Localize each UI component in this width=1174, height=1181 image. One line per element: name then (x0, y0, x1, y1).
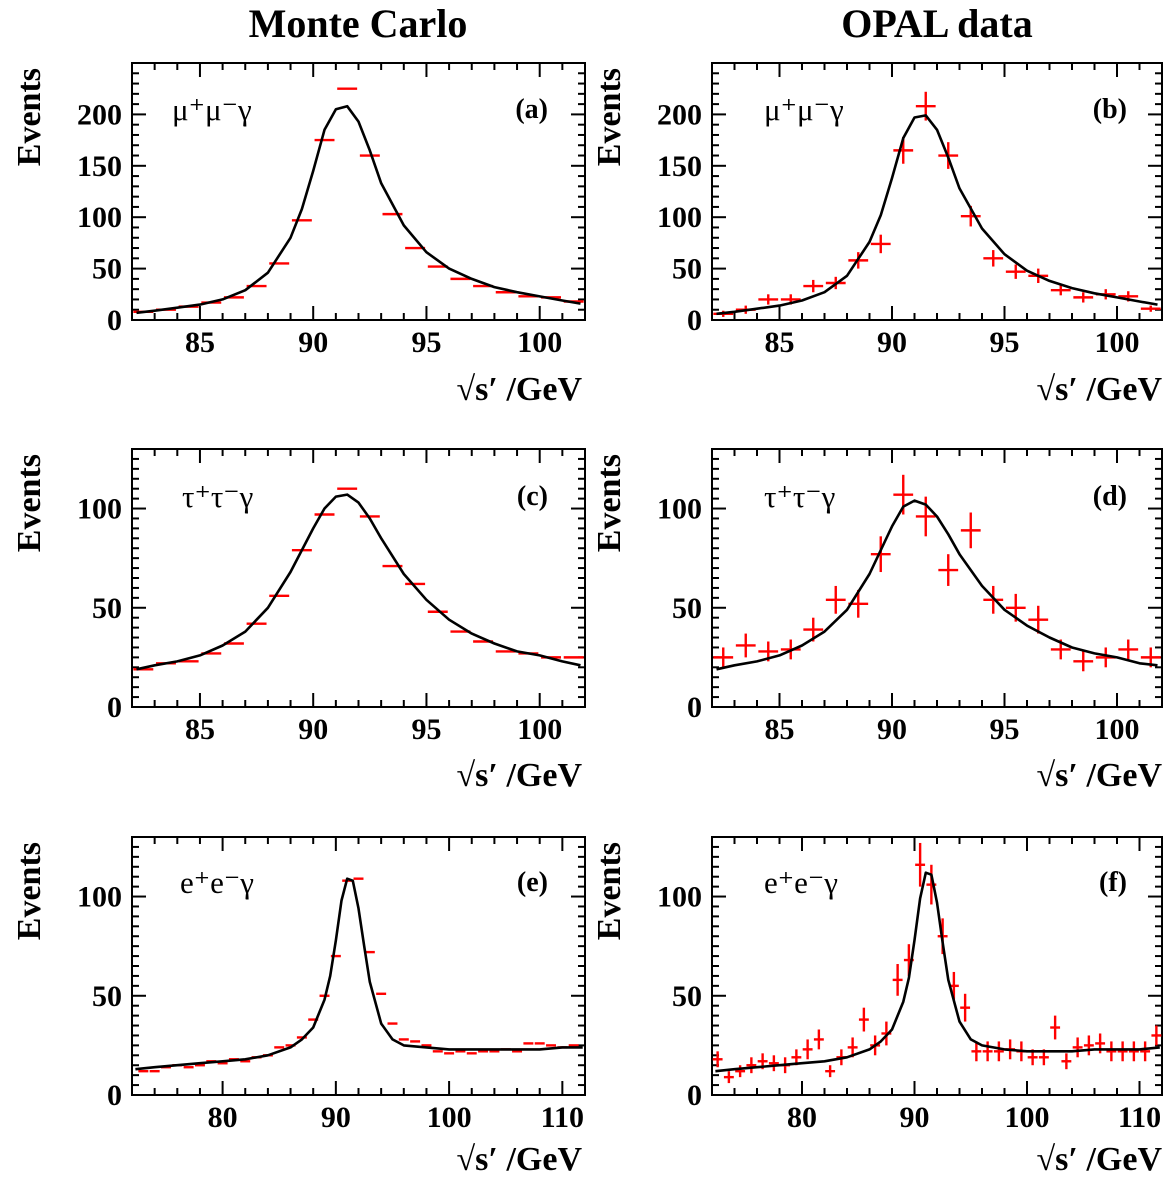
y-tick-label: 50 (672, 253, 702, 286)
x-axis-label: √s′ /GeV (457, 371, 583, 408)
x-tick-label: 100 (517, 713, 562, 746)
x-tick-label: 95 (411, 326, 441, 359)
x-tick-label: 100 (1095, 713, 1140, 746)
y-tick-label: 150 (657, 150, 702, 183)
panel-tag: (c) (517, 481, 548, 512)
y-axis-label: Events (591, 454, 628, 552)
y-tick-label: 0 (107, 1079, 122, 1112)
process-label: e⁺e⁻γ (764, 865, 838, 900)
x-tick-label: 90 (900, 1101, 930, 1134)
y-tick-label: 100 (77, 201, 122, 234)
fit-curve (136, 493, 581, 671)
panel-b: 85 90 95 100 0 50 100 150 200 μ⁺μ⁻γ (b) √s′ /GeV… (591, 62, 1163, 408)
x-axis-label: √s′ /GeV (457, 757, 583, 794)
x-tick-label: 110 (1118, 1101, 1161, 1134)
x-tick-label: 95 (411, 713, 441, 746)
panel-tag: (a) (515, 94, 548, 125)
panel-e: 80 90 100 110 0 50 100 e⁺e⁻γ (e) √s′ /GeV Even… (11, 836, 586, 1178)
data-marks (713, 474, 1161, 672)
column-title-opal-data: OPAL data (841, 1, 1033, 46)
fit-curve (716, 499, 1158, 671)
axis-ticks: 85 90 95 100 0 50 100 (657, 449, 1163, 746)
x-axis-label: √s′ /GeV (1037, 371, 1163, 408)
x-tick-label: 85 (185, 326, 215, 359)
process-label: e⁺e⁻γ (180, 865, 254, 900)
panel-tag: (d) (1093, 481, 1127, 512)
panel-c: 85 90 95 100 0 50 100 τ⁺τ⁻γ (c) √s′ /GeV Event… (11, 448, 586, 794)
x-tick-label: 95 (990, 326, 1020, 359)
x-tick-label: 90 (877, 326, 907, 359)
y-axis-label: Events (11, 68, 48, 166)
axis-ticks: 85 90 95 100 0 50 100 150 200 (77, 63, 586, 359)
data-marks (713, 91, 1161, 317)
y-tick-label: 100 (77, 493, 122, 526)
x-tick-label: 100 (517, 326, 562, 359)
axis-ticks: 80 90 100 110 0 50 100 (657, 837, 1163, 1134)
x-tick-label: 95 (990, 713, 1020, 746)
y-axis-label: Events (11, 454, 48, 552)
y-tick-label: 100 (657, 881, 702, 914)
x-axis-label: √s′ /GeV (1037, 1141, 1163, 1178)
x-tick-label: 90 (298, 326, 328, 359)
x-tick-label: 100 (427, 1101, 472, 1134)
x-tick-label: 100 (1005, 1101, 1050, 1134)
panel-d: 85 90 95 100 0 50 100 τ⁺τ⁻γ (d) √s′ /GeV Event… (591, 448, 1163, 794)
y-tick-label: 0 (107, 691, 122, 724)
fit-curve (135, 877, 583, 1071)
data-marks (712, 842, 1162, 1084)
x-axis-label: √s′ /GeV (457, 1141, 583, 1178)
x-tick-label: 90 (321, 1101, 351, 1134)
y-tick-label: 50 (92, 980, 122, 1013)
process-label: τ⁺τ⁻γ (182, 479, 253, 514)
panel-tag: (e) (517, 867, 548, 898)
y-axis-label: Events (591, 842, 628, 940)
x-tick-label: 85 (185, 713, 215, 746)
y-tick-label: 100 (657, 201, 702, 234)
y-tick-label: 50 (672, 592, 702, 625)
y-tick-label: 50 (92, 253, 122, 286)
panel-tag: (b) (1093, 94, 1127, 125)
x-tick-label: 80 (787, 1101, 817, 1134)
process-label: μ⁺μ⁻γ (764, 92, 844, 127)
panel-a: 85 90 95 100 0 50 100 150 200 μ⁺μ⁻γ (a) √s′ /GeV… (11, 62, 586, 408)
x-tick-label: 85 (765, 326, 795, 359)
y-axis-label: Events (11, 842, 48, 940)
y-tick-label: 0 (107, 304, 122, 337)
data-marks (133, 487, 584, 671)
process-label: τ⁺τ⁻γ (764, 479, 835, 514)
process-label: μ⁺μ⁻γ (172, 92, 252, 127)
y-tick-label: 200 (657, 98, 702, 131)
y-axis-label: Events (591, 68, 628, 166)
panel-f: 80 90 100 110 0 50 100 e⁺e⁻γ (f) √s′ /GeV Even… (591, 836, 1163, 1178)
axis-ticks: 85 90 95 100 0 50 100 (77, 449, 586, 746)
data-marks (133, 87, 584, 315)
y-tick-label: 50 (92, 592, 122, 625)
x-tick-label: 90 (298, 713, 328, 746)
y-tick-label: 0 (687, 1079, 702, 1112)
y-tick-label: 0 (687, 691, 702, 724)
y-tick-label: 100 (657, 493, 702, 526)
x-axis-label: √s′ /GeV (1037, 757, 1163, 794)
y-tick-label: 200 (77, 98, 122, 131)
x-tick-label: 85 (765, 713, 795, 746)
axis-ticks: 85 90 95 100 0 50 100 150 200 (657, 63, 1163, 359)
axis-ticks: 80 90 100 110 0 50 100 (77, 837, 586, 1134)
x-tick-label: 80 (208, 1101, 238, 1134)
y-tick-label: 100 (77, 881, 122, 914)
column-title-monte-carlo: Monte Carlo (249, 1, 468, 46)
x-tick-label: 100 (1095, 326, 1140, 359)
fit-curve (716, 114, 1158, 316)
x-tick-label: 110 (541, 1101, 584, 1134)
panel-tag: (f) (1099, 867, 1127, 898)
y-tick-label: 50 (672, 980, 702, 1013)
x-tick-label: 90 (877, 713, 907, 746)
data-marks (135, 877, 583, 1073)
fit-curve (715, 871, 1160, 1073)
y-tick-label: 150 (77, 150, 122, 183)
y-tick-label: 0 (687, 304, 702, 337)
fit-curve (136, 104, 581, 315)
